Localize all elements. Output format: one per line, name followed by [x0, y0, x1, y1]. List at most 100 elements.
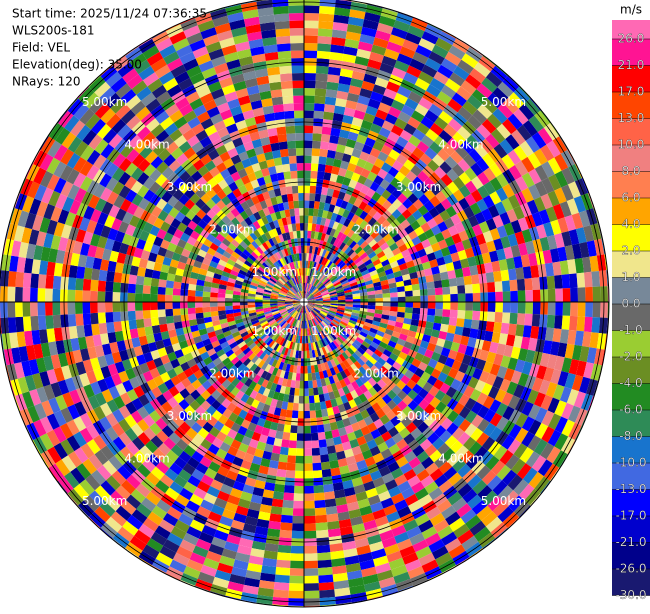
info-line: WLS200s-181 — [12, 24, 95, 38]
gate — [398, 291, 406, 297]
gate — [309, 193, 315, 201]
gate — [225, 302, 233, 306]
gate — [435, 295, 443, 302]
gate — [173, 281, 181, 289]
gate — [390, 292, 398, 297]
colorbar-label: 4.0 — [621, 217, 640, 231]
colorbar-label: 13.0 — [618, 111, 645, 125]
gate — [296, 156, 304, 164]
gate — [157, 294, 165, 302]
gate — [447, 270, 456, 279]
gate — [296, 441, 304, 449]
gate — [304, 50, 317, 58]
gate — [548, 289, 556, 302]
gate — [515, 324, 524, 336]
gate — [188, 290, 196, 297]
gate — [304, 125, 313, 133]
colorbar-unit: m/s — [620, 3, 642, 17]
gate — [569, 316, 578, 331]
gate — [276, 127, 286, 136]
gate — [591, 271, 600, 287]
gate — [304, 80, 316, 88]
gate — [584, 317, 593, 333]
gate — [405, 291, 413, 297]
gate — [450, 286, 458, 294]
gate — [304, 366, 308, 374]
colorbar-label: 17.0 — [618, 85, 645, 99]
gate — [510, 302, 518, 313]
gate — [570, 288, 578, 302]
range-label: 2.00km — [209, 222, 254, 236]
gate — [275, 21, 290, 30]
gate — [427, 309, 435, 316]
gate — [314, 103, 325, 111]
gate — [15, 272, 24, 288]
gate — [318, 164, 326, 172]
colorbar-label: 6.0 — [621, 191, 640, 205]
gate — [440, 272, 449, 281]
range-label: 4.00km — [124, 138, 169, 152]
gate — [210, 302, 218, 307]
gate — [322, 127, 332, 136]
gate — [449, 317, 458, 326]
gate — [523, 325, 532, 338]
gate — [326, 513, 338, 522]
gate — [562, 316, 571, 330]
gate — [38, 302, 46, 316]
gate — [300, 215, 305, 223]
gate — [554, 315, 563, 329]
gate — [435, 309, 443, 317]
gate — [105, 281, 113, 292]
gate — [488, 292, 496, 302]
gate — [270, 143, 280, 152]
gate — [30, 316, 39, 331]
gate — [188, 308, 196, 315]
gate — [90, 313, 98, 325]
gate — [290, 163, 298, 171]
gate — [217, 302, 225, 307]
gate — [435, 302, 443, 309]
gate — [295, 216, 300, 224]
gate — [412, 313, 420, 320]
range-label: 5.00km — [481, 95, 526, 109]
gate — [398, 307, 406, 313]
gate — [157, 302, 165, 310]
gate — [67, 302, 75, 314]
gate — [319, 6, 335, 15]
gate — [304, 156, 312, 164]
gate — [315, 186, 322, 194]
gate — [173, 295, 181, 302]
gate — [188, 313, 196, 320]
gate — [398, 297, 406, 302]
gate — [113, 282, 121, 292]
gate — [390, 297, 398, 302]
gate — [217, 298, 225, 303]
gate — [38, 316, 47, 330]
gate — [292, 73, 304, 81]
gate — [83, 279, 91, 291]
gate — [75, 302, 83, 314]
gate — [286, 470, 296, 478]
gate — [98, 291, 106, 302]
gate — [113, 302, 121, 312]
gate — [317, 425, 325, 433]
gate — [441, 317, 449, 325]
gate — [299, 208, 304, 216]
gate — [91, 269, 100, 281]
gate — [464, 276, 473, 286]
gate — [508, 269, 517, 281]
gate — [318, 567, 333, 576]
gate — [151, 278, 160, 287]
gate — [304, 388, 309, 396]
gate — [315, 88, 327, 96]
gate — [304, 13, 319, 21]
gate — [293, 96, 304, 104]
gate — [272, 97, 284, 106]
gate — [304, 65, 316, 73]
gate — [323, 112, 334, 121]
gate — [90, 291, 98, 302]
gate — [75, 314, 83, 326]
gate — [547, 315, 556, 329]
gate — [294, 103, 304, 111]
gate — [297, 163, 304, 171]
